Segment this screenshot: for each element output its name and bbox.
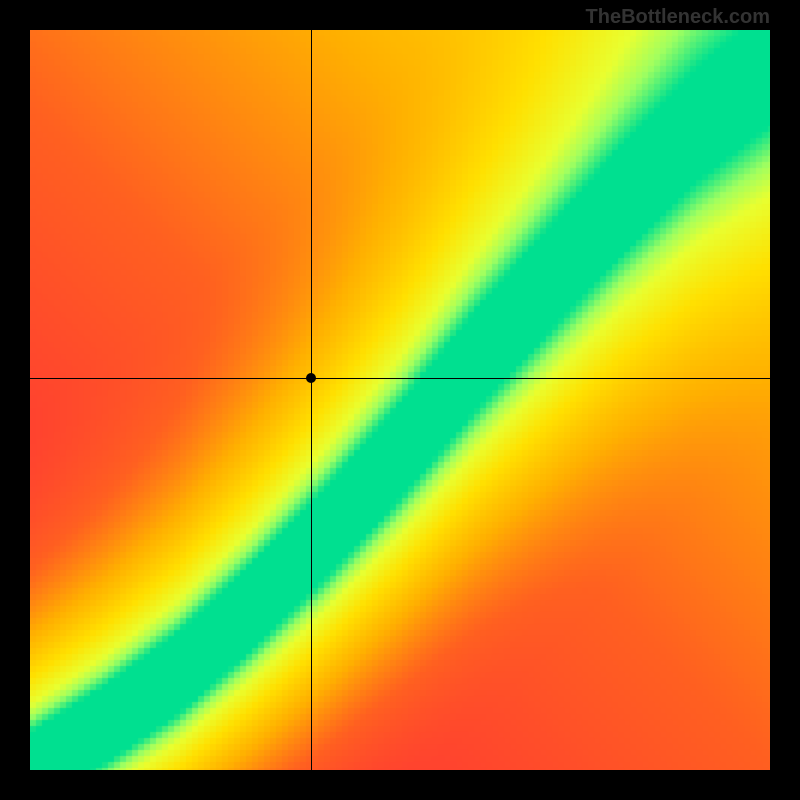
crosshair-marker: [306, 373, 316, 383]
crosshair-horizontal: [30, 378, 770, 379]
heatmap-plot: [30, 30, 770, 770]
heatmap-canvas: [30, 30, 770, 770]
crosshair-vertical: [311, 30, 312, 770]
watermark-text: TheBottleneck.com: [586, 6, 770, 29]
